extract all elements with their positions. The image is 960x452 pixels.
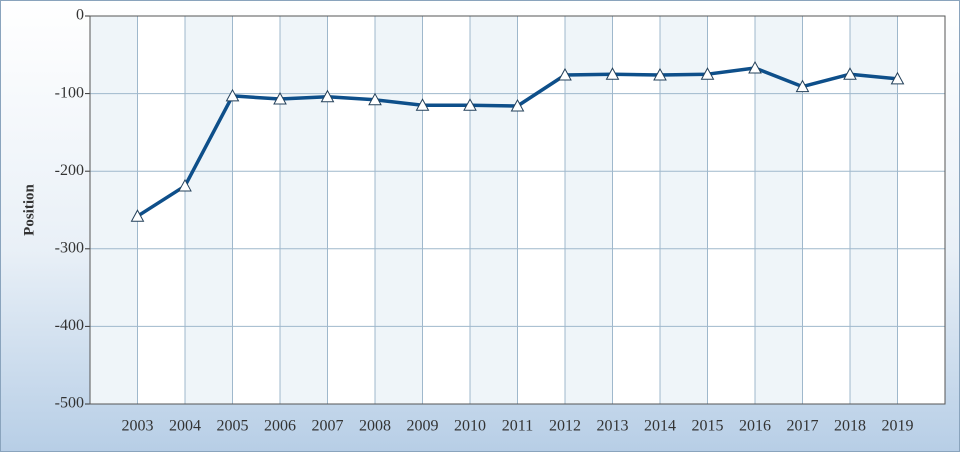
marker [320, 89, 335, 103]
plot-area [90, 15, 945, 405]
x-tick-label: 2008 [359, 418, 391, 435]
x-tick-label: 2007 [312, 418, 344, 435]
marker [225, 88, 240, 102]
x-tick-label: 2014 [644, 418, 676, 435]
marker [605, 67, 620, 80]
marker [795, 79, 810, 93]
marker [890, 71, 905, 85]
x-tick-label: 2016 [739, 418, 771, 435]
marker [415, 98, 430, 111]
band [470, 16, 518, 404]
band [375, 16, 423, 404]
band [565, 16, 613, 404]
x-tick-label: 2019 [882, 418, 914, 435]
y-tick-label: 0 [76, 7, 84, 24]
x-tick-label: 2005 [217, 418, 249, 435]
x-tick-label: 2017 [787, 418, 819, 435]
marker [843, 67, 857, 80]
marker [700, 67, 715, 80]
y-tick-label: -100 [55, 84, 84, 101]
x-tick-label: 2015 [692, 418, 724, 435]
x-tick-label: 2009 [407, 418, 439, 435]
marker [273, 91, 287, 105]
marker [178, 178, 192, 192]
band [850, 16, 898, 404]
y-tick-label: -300 [55, 239, 84, 256]
marker [130, 209, 145, 222]
x-tick-label: 2011 [502, 418, 533, 435]
x-tick-label: 2010 [454, 418, 486, 435]
x-tick-label: 2012 [549, 418, 581, 435]
y-axis-label: Position [21, 184, 37, 236]
band [90, 16, 138, 404]
band [660, 16, 708, 404]
x-tick-label: 2018 [834, 418, 866, 435]
y-tick-label: -400 [55, 317, 84, 334]
marker [558, 67, 572, 81]
marker [368, 92, 382, 106]
x-tick-label: 2004 [169, 418, 201, 435]
band [280, 16, 328, 404]
band [185, 16, 233, 404]
plot-border [89, 15, 946, 405]
marker [653, 67, 667, 81]
marker [510, 98, 525, 112]
x-tick-label: 2006 [264, 418, 296, 435]
x-tick-label: 2013 [597, 418, 629, 435]
band [755, 16, 803, 404]
y-tick-label: -200 [55, 162, 84, 179]
marker [463, 98, 477, 111]
x-tick-label: 2003 [122, 418, 154, 435]
y-tick-label: -500 [55, 395, 84, 412]
marker [748, 60, 762, 74]
